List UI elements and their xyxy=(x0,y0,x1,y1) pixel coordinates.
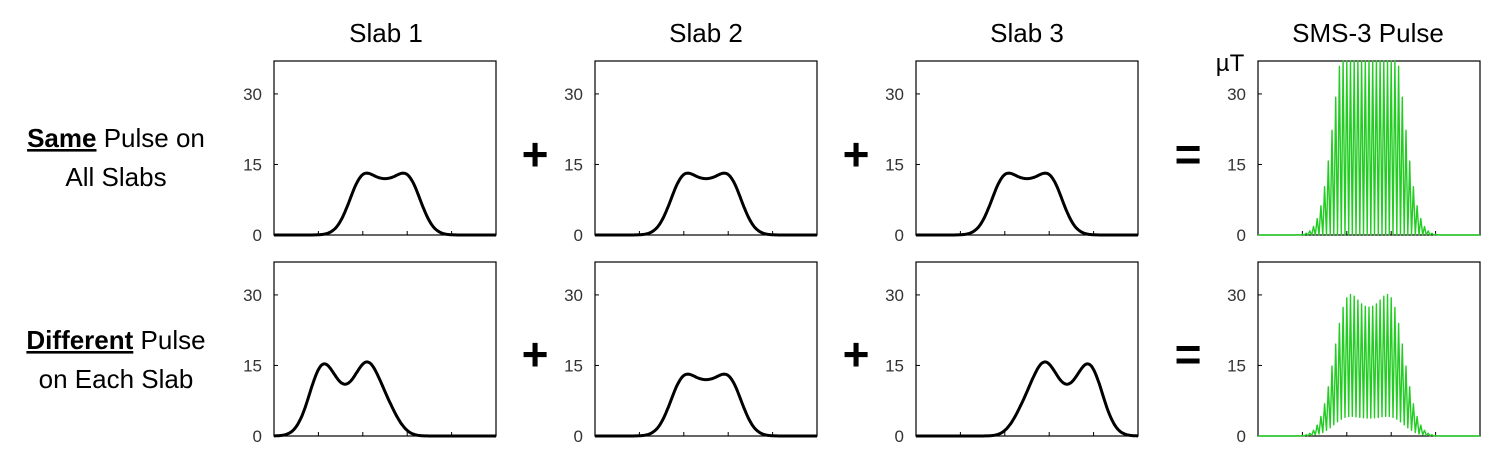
slab-pulse-curve xyxy=(273,171,497,237)
plot-panel: 0 15 30 xyxy=(243,60,497,245)
y-tick-label: 0 xyxy=(574,427,583,446)
row-label-same-bold: Same xyxy=(27,123,96,153)
sms-pulse-curve xyxy=(1258,293,1480,437)
y-tick-label: 0 xyxy=(895,427,904,446)
plot-panels: 0 15 30 0 15 30 0 15 30 0 15 30 0 15 30 0 15 30 0 15 30 0 15 30 xyxy=(243,60,1481,446)
axes-box xyxy=(915,261,1139,437)
axes-box xyxy=(594,60,818,236)
column-title-slab-2: Slab 2 xyxy=(669,18,743,48)
y-tick-label: 15 xyxy=(243,356,262,375)
y-tick-label: 0 xyxy=(253,226,262,245)
column-title-slab-3: Slab 3 xyxy=(990,18,1064,48)
y-tick-label: 15 xyxy=(885,356,904,375)
y-tick-label: 15 xyxy=(885,155,904,174)
axes-box xyxy=(594,261,818,437)
row-label-different-bold: Different xyxy=(26,325,133,355)
svg-text:Different Pulse: Different Pulse xyxy=(26,325,205,355)
plot-panel: 0 15 30 xyxy=(885,261,1139,446)
plus-operator: + xyxy=(522,328,549,380)
y-tick-label: 15 xyxy=(1227,155,1246,174)
column-title-slab-1: Slab 1 xyxy=(349,18,423,48)
row-label-different: Different Pulse on Each Slab xyxy=(26,325,205,394)
y-tick-label: 0 xyxy=(895,226,904,245)
y-tick-label: 30 xyxy=(885,286,904,305)
slab-pulse-curve xyxy=(915,360,1139,438)
y-tick-label: 30 xyxy=(243,85,262,104)
equals-operator: = xyxy=(1175,128,1202,180)
slab-pulse-curve xyxy=(594,171,818,237)
plot-panel: 0 15 30 xyxy=(564,60,818,245)
slab-pulse-curve xyxy=(915,171,1139,237)
row-label-different-line2: on Each Slab xyxy=(39,364,194,394)
svg-text:Same Pulse on: Same Pulse on xyxy=(27,123,205,153)
y-tick-label: 30 xyxy=(1227,85,1246,104)
y-tick-label: 0 xyxy=(574,226,583,245)
y-tick-label: 30 xyxy=(885,85,904,104)
plus-operator: + xyxy=(843,128,870,180)
plot-panel: 0 15 30 xyxy=(243,261,497,446)
axes-box xyxy=(273,261,497,437)
plot-panel: 0 15 30 xyxy=(564,261,818,446)
slab-pulse-curve xyxy=(594,372,818,438)
plot-panel: 0 15 30 xyxy=(1227,60,1481,245)
plus-operator: + xyxy=(843,328,870,380)
unit-label: µT xyxy=(1216,50,1245,77)
y-tick-label: 30 xyxy=(243,286,262,305)
equals-operator: = xyxy=(1175,328,1202,380)
row-label-different-rest: Pulse xyxy=(133,325,205,355)
y-tick-label: 30 xyxy=(1227,286,1246,305)
slab-pulse-curve xyxy=(273,360,497,438)
sms-pulse-curve xyxy=(1258,60,1480,236)
y-tick-label: 0 xyxy=(1237,427,1246,446)
y-tick-label: 30 xyxy=(564,85,583,104)
y-tick-label: 15 xyxy=(243,155,262,174)
axes-box xyxy=(915,60,1139,236)
y-tick-label: 15 xyxy=(1227,356,1246,375)
y-tick-label: 30 xyxy=(564,286,583,305)
axes-box xyxy=(273,60,497,236)
plot-panel: 0 15 30 xyxy=(1227,261,1481,446)
row-label-same-rest: Pulse on xyxy=(96,123,204,153)
row-label-same-line2: All Slabs xyxy=(65,162,166,192)
y-tick-label: 15 xyxy=(564,155,583,174)
y-tick-label: 0 xyxy=(1237,226,1246,245)
column-title-sms-pulse: SMS-3 Pulse xyxy=(1292,18,1444,48)
row-label-same: Same Pulse on All Slabs xyxy=(27,123,205,192)
plus-operator: + xyxy=(522,128,549,180)
y-tick-label: 0 xyxy=(253,427,262,446)
y-tick-label: 15 xyxy=(564,356,583,375)
plot-panel: 0 15 30 xyxy=(885,60,1139,245)
